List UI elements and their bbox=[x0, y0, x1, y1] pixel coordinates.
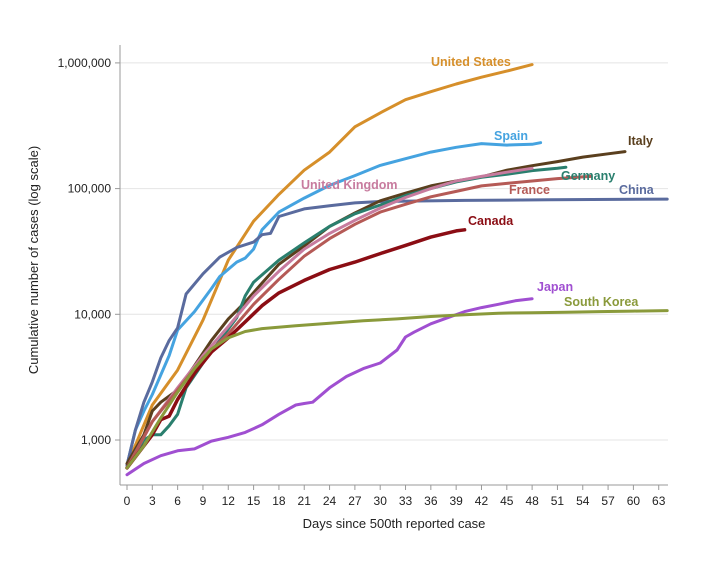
series-label-china: China bbox=[619, 183, 655, 197]
series-label-canada: Canada bbox=[468, 214, 514, 228]
x-tick-label: 15 bbox=[247, 494, 261, 508]
x-tick-label: 33 bbox=[399, 494, 413, 508]
series-label-france: France bbox=[509, 183, 550, 197]
x-tick-label: 12 bbox=[222, 494, 236, 508]
series-line-spain bbox=[125, 141, 543, 467]
series-label-germany: Germany bbox=[561, 169, 615, 183]
y-tick-label: 100,000 bbox=[68, 182, 112, 196]
y-tick-label: 1,000 bbox=[81, 433, 111, 447]
x-tick-label: 0 bbox=[124, 494, 131, 508]
x-tick-label: 9 bbox=[200, 494, 207, 508]
y-axis-title: Cumulative number of cases (log scale) bbox=[26, 146, 41, 374]
y-tick-label: 10,000 bbox=[74, 307, 111, 321]
series-line-canada bbox=[125, 228, 467, 470]
y-tick-label: 1,000,000 bbox=[58, 56, 112, 70]
series-line-united-states bbox=[125, 63, 534, 467]
x-tick-label: 36 bbox=[424, 494, 438, 508]
x-axis-title: Days since 500th reported case bbox=[303, 516, 486, 531]
x-tick-label: 39 bbox=[449, 494, 463, 508]
x-tick-label: 42 bbox=[475, 494, 489, 508]
series-line-south-korea bbox=[125, 309, 669, 470]
x-tick-label: 18 bbox=[272, 494, 286, 508]
x-tick-label: 45 bbox=[500, 494, 514, 508]
x-tick-label: 60 bbox=[627, 494, 641, 508]
x-tick-label: 54 bbox=[576, 494, 590, 508]
series-labels: United States Spain Italy Germany United Kin… bbox=[301, 55, 655, 309]
series-label-united-kingdom: United Kingdom bbox=[301, 178, 398, 192]
x-tick-label: 3 bbox=[149, 494, 156, 508]
gridlines bbox=[120, 62, 668, 441]
x-tick-label: 24 bbox=[323, 494, 337, 508]
series-label-south-korea: South Korea bbox=[564, 295, 639, 309]
y-axis-ticks: 1,000 10,000 100,000 1,000,000 bbox=[58, 56, 120, 447]
series-label-spain: Spain bbox=[494, 129, 528, 143]
series-line-china bbox=[125, 197, 669, 467]
x-tick-label: 27 bbox=[348, 494, 362, 508]
series-label-italy: Italy bbox=[628, 134, 653, 148]
x-axis-ticks: 0 3 6 9 12 15 18 21 24 27 30 33 36 39 42 45 48 51 54 57 60 63 bbox=[124, 485, 666, 508]
x-tick-label: 63 bbox=[652, 494, 666, 508]
x-tick-label: 6 bbox=[174, 494, 181, 508]
x-tick-label: 48 bbox=[525, 494, 539, 508]
x-tick-label: 21 bbox=[298, 494, 312, 508]
series-line-germany bbox=[125, 165, 568, 470]
series-lines bbox=[125, 63, 669, 477]
x-tick-label: 57 bbox=[601, 494, 615, 508]
x-tick-label: 30 bbox=[374, 494, 388, 508]
x-tick-label: 51 bbox=[551, 494, 565, 508]
series-label-japan: Japan bbox=[537, 280, 573, 294]
series-label-united-states: United States bbox=[431, 55, 511, 69]
